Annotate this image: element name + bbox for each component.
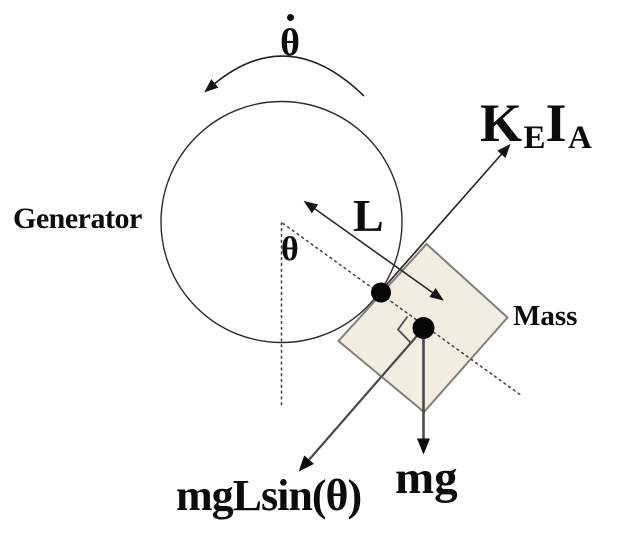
- arm-reference-dotted-line: [282, 222, 523, 397]
- torque-label-i: I: [545, 93, 569, 153]
- pivot-dot: [371, 282, 391, 303]
- rotation-direction-arrow: [204, 55, 365, 97]
- torque-label-i-subscript: A: [568, 120, 592, 156]
- tangential-force-label: mgLsin(θ): [176, 471, 362, 520]
- torque-label: KEIA: [480, 96, 592, 155]
- angular-velocity-label: θ: [268, 14, 312, 62]
- torque-label-k-subscript: E: [523, 120, 546, 156]
- angle-label: θ: [281, 231, 299, 268]
- mass-center-dot: [412, 317, 435, 339]
- generator-label: Generator: [13, 202, 142, 235]
- angular-velocity-symbol: θ: [280, 22, 300, 64]
- overdot-icon: [286, 14, 294, 21]
- arm-length-label: L: [353, 190, 384, 241]
- torque-label-k: K: [480, 93, 524, 153]
- weight-label: mg: [395, 452, 458, 504]
- right-angle-marker: [396, 315, 412, 344]
- mass-label: Mass: [513, 300, 578, 332]
- arm-length-arrow: [303, 200, 444, 301]
- tangential-force-arrow: [298, 328, 424, 472]
